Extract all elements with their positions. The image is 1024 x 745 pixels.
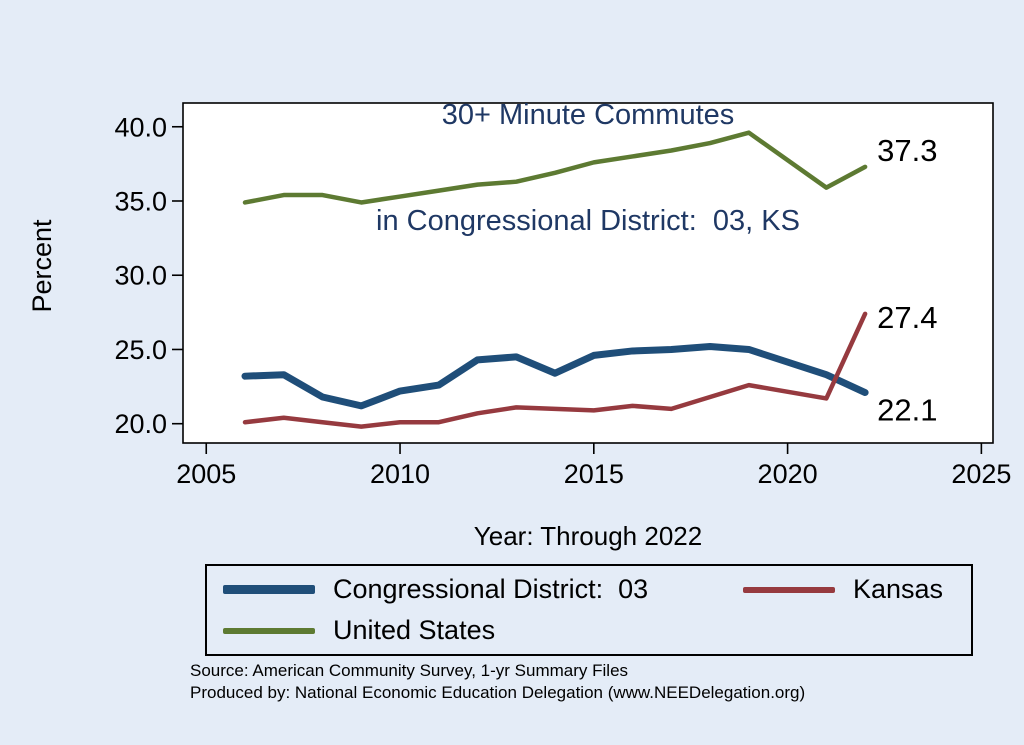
end-value-label-cd03: 22.1 — [877, 393, 937, 428]
source-note: Source: American Community Survey, 1-yr … — [190, 660, 805, 704]
x-tick-label: 2015 — [564, 459, 624, 489]
y-tick-label: 20.0 — [114, 409, 167, 439]
chart-title-line2: in Congressional District: 03, KS — [376, 204, 800, 237]
legend-item-us: United States — [223, 615, 743, 646]
legend-swatch-cd03 — [223, 585, 315, 594]
chart-title: 30+ Minute Commutes in Congressional Dis… — [183, 27, 993, 310]
x-tick-label: 2020 — [758, 459, 818, 489]
end-value-label-us: 37.3 — [877, 133, 937, 168]
legend-item-kansas: Kansas — [743, 574, 971, 605]
source-line: Source: American Community Survey, 1-yr … — [190, 661, 629, 680]
chart-title-line1: 30+ Minute Commutes — [441, 98, 735, 131]
legend-label-us: United States — [333, 615, 496, 645]
legend-label-cd03: Congressional District: 03 — [333, 574, 649, 604]
series-line-cd03 — [241, 342, 869, 410]
y-axis-title: Percent — [27, 219, 57, 313]
series-line-kansas — [242, 311, 868, 429]
produced-by-line: Produced by: National Economic Education… — [190, 682, 806, 702]
end-value-label-kansas: 27.4 — [877, 300, 937, 335]
legend: Congressional District: 03 Kansas United… — [205, 564, 973, 656]
y-tick-label: 30.0 — [114, 261, 167, 291]
x-tick-label: 2005 — [176, 459, 236, 489]
legend-swatch-kansas — [743, 586, 835, 593]
series-line-us — [242, 130, 868, 205]
x-tick-label: 2025 — [951, 459, 1011, 489]
x-axis-title: Year: Through 2022 — [473, 521, 703, 551]
y-tick-label: 25.0 — [114, 335, 167, 365]
y-tick-label: 35.0 — [114, 186, 167, 216]
legend-swatch-us — [223, 627, 315, 634]
x-tick-label: 2010 — [370, 459, 430, 489]
legend-item-cd03: Congressional District: 03 — [223, 574, 743, 605]
y-tick-label: 40.0 — [114, 112, 167, 142]
legend-label-kansas: Kansas — [853, 574, 944, 604]
